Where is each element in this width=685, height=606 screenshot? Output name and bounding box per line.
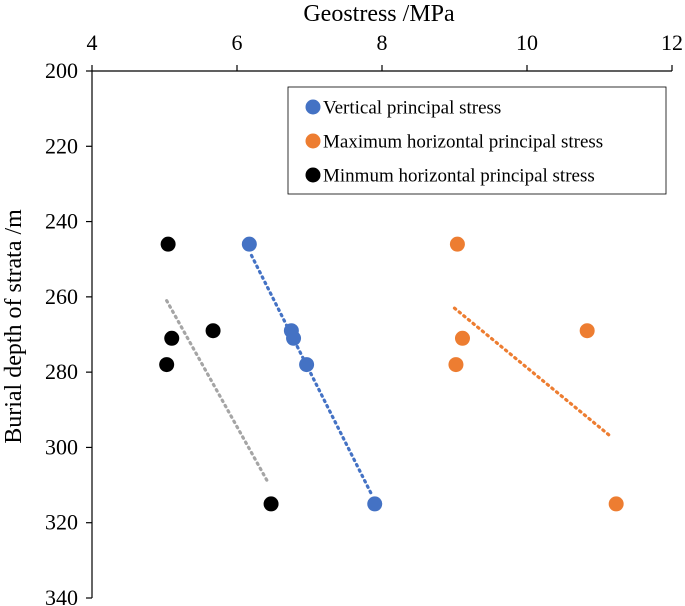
data-point-series-1	[241, 236, 257, 252]
legend: Vertical principal stress Maximum horizon…	[287, 86, 667, 195]
data-point-series-1	[367, 496, 383, 512]
legend-marker-series-1	[305, 99, 321, 115]
data-point-series-2	[579, 323, 595, 339]
y-tick-label: 340	[45, 585, 78, 606]
data-point-series-2	[448, 357, 464, 373]
y-axis-title: Burial depth of strata /m	[1, 209, 27, 444]
x-tick-label: 10	[516, 30, 538, 55]
data-point-series-2	[454, 330, 470, 346]
trendlines	[165, 253, 612, 498]
data-point-series-1	[286, 330, 302, 346]
x-tick-label: 8	[377, 30, 388, 55]
data-point-series-3	[164, 330, 180, 346]
trendline-series-2	[452, 306, 612, 438]
x-axis-title: Geostress /MPa	[303, 1, 455, 27]
y-tick-label: 300	[45, 434, 78, 459]
x-tick-label: 6	[232, 30, 243, 55]
data-point-series-2	[449, 236, 465, 252]
y-tick-label: 200	[45, 58, 78, 83]
legend-box	[287, 86, 667, 195]
y-tick-label: 240	[45, 209, 78, 234]
data-point-series-3	[160, 236, 176, 252]
data-point-series-2	[608, 496, 624, 512]
data-point-series-3	[205, 323, 221, 339]
trendline-series-3	[165, 299, 270, 483]
legend-label-series-2: Maximum horizontal principal stress	[323, 132, 603, 153]
y-axis-ticks: 200 220 240 260 280 300 320 340	[45, 58, 92, 606]
x-tick-label: 4	[87, 30, 98, 55]
legend-marker-series-3	[305, 167, 321, 183]
y-tick-label: 260	[45, 284, 78, 309]
x-tick-label: 12	[661, 30, 683, 55]
trendline-series-1	[249, 253, 375, 498]
data-point-series-3	[263, 496, 279, 512]
data-point-series-3	[159, 357, 175, 373]
y-tick-label: 280	[45, 359, 78, 384]
data-points	[159, 236, 624, 512]
y-tick-label: 320	[45, 510, 78, 535]
y-tick-label: 220	[45, 133, 78, 158]
legend-label-series-1: Vertical principal stress	[323, 98, 501, 119]
legend-marker-series-2	[305, 133, 321, 149]
x-axis-ticks: 4 6 8 10 12	[87, 30, 683, 71]
legend-label-series-3: Minmum horizontal principal stress	[323, 166, 595, 187]
data-point-series-1	[299, 357, 315, 373]
